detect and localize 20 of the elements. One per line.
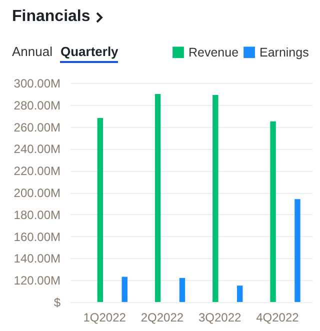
legend-label: Earnings	[260, 45, 309, 60]
y-tick-label: 180.00M	[14, 208, 60, 222]
x-tick-label: 2Q2022	[140, 310, 184, 324]
text: Quarterly	[60, 44, 118, 63]
y-tick-label: 280.00M	[14, 98, 60, 112]
y-tick-label: 300.00M	[14, 76, 60, 90]
y-tick-label: 240.00M	[14, 142, 60, 156]
y-tick-label: 200.00M	[14, 186, 60, 200]
chart-title: Financials	[12, 8, 90, 26]
y-tick-label: 220.00M	[14, 164, 60, 178]
y-tick-label: 140.00M	[14, 252, 60, 266]
x-tick-label: 3Q2022	[198, 310, 242, 324]
x-tick-label: 4Q2022	[256, 310, 300, 324]
legend-label: Revenue	[188, 45, 239, 60]
text: Annual	[12, 44, 52, 59]
y-tick-label: $	[54, 296, 61, 310]
y-tick-label: 160.00M	[14, 230, 60, 244]
x-tick-label: 1Q2022	[83, 310, 126, 324]
y-tick-label: 260.00M	[14, 120, 60, 134]
y-tick-label: 120.00M	[14, 274, 60, 288]
